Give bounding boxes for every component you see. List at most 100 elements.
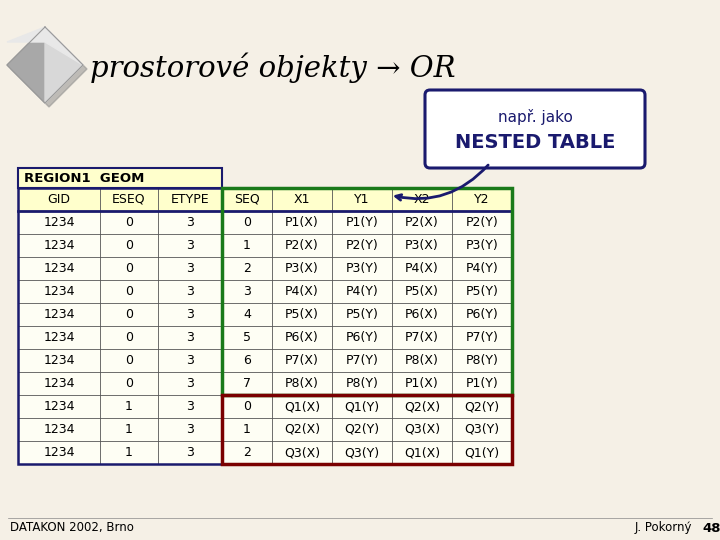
Text: P6(X): P6(X)	[285, 331, 319, 344]
Text: P8(X): P8(X)	[405, 354, 439, 367]
Text: X1: X1	[294, 193, 310, 206]
Text: P2(X): P2(X)	[285, 239, 319, 252]
Text: 3: 3	[186, 446, 194, 459]
Text: 3: 3	[186, 239, 194, 252]
Text: P1(X): P1(X)	[405, 377, 439, 390]
Text: P8(Y): P8(Y)	[466, 354, 498, 367]
Text: 5: 5	[243, 331, 251, 344]
Bar	[222, 188, 512, 395]
Text: 2: 2	[243, 446, 251, 459]
Bar	[18, 441, 512, 464]
Text: 3: 3	[186, 262, 194, 275]
Text: Y2: Y2	[474, 193, 490, 206]
Text: J. Pokorný: J. Pokorný	[635, 522, 693, 535]
Text: 0: 0	[125, 285, 133, 298]
Text: Q1(Y): Q1(Y)	[464, 446, 500, 459]
Bar	[18, 326, 512, 349]
Text: 3: 3	[243, 285, 251, 298]
Text: 1234: 1234	[43, 239, 75, 252]
Text: 1234: 1234	[43, 400, 75, 413]
Text: 1234: 1234	[43, 216, 75, 229]
Bar	[18, 211, 512, 234]
Text: Q1(X): Q1(X)	[404, 446, 440, 459]
Text: 1234: 1234	[43, 262, 75, 275]
Text: P3(Y): P3(Y)	[466, 239, 498, 252]
Bar	[18, 349, 512, 372]
Text: P2(X): P2(X)	[405, 216, 439, 229]
Text: P6(X): P6(X)	[405, 308, 439, 321]
Text: prostorové objekty → OR: prostorové objekty → OR	[90, 53, 456, 83]
Text: 1234: 1234	[43, 354, 75, 367]
Text: X2: X2	[414, 193, 431, 206]
Text: Q2(X): Q2(X)	[284, 423, 320, 436]
Text: 3: 3	[186, 354, 194, 367]
Text: Q3(X): Q3(X)	[404, 423, 440, 436]
Text: P5(X): P5(X)	[285, 308, 319, 321]
Text: Q3(X): Q3(X)	[284, 446, 320, 459]
Text: 3: 3	[186, 423, 194, 436]
Text: 4: 4	[243, 308, 251, 321]
Bar	[18, 168, 222, 188]
Text: Y1: Y1	[354, 193, 370, 206]
Text: P4(X): P4(X)	[405, 262, 439, 275]
Text: 48: 48	[702, 522, 720, 535]
Text: 3: 3	[186, 331, 194, 344]
Text: 0: 0	[125, 377, 133, 390]
Text: DATAKON 2002, Brno: DATAKON 2002, Brno	[10, 522, 134, 535]
Text: 1234: 1234	[43, 331, 75, 344]
Text: ESEQ: ESEQ	[112, 193, 146, 206]
Text: P1(X): P1(X)	[285, 216, 319, 229]
Polygon shape	[11, 31, 87, 107]
Text: P1(Y): P1(Y)	[346, 216, 379, 229]
Text: GID: GID	[48, 193, 71, 206]
Text: 0: 0	[243, 400, 251, 413]
Text: 1234: 1234	[43, 423, 75, 436]
Text: 0: 0	[125, 308, 133, 321]
Text: P1(Y): P1(Y)	[466, 377, 498, 390]
Bar	[18, 395, 512, 418]
Bar	[18, 280, 512, 303]
Text: Q1(Y): Q1(Y)	[344, 400, 379, 413]
Text: P2(Y): P2(Y)	[466, 216, 498, 229]
Bar	[18, 188, 512, 211]
Text: P7(Y): P7(Y)	[466, 331, 498, 344]
Bar	[18, 372, 512, 395]
Bar	[18, 188, 512, 464]
Text: 1: 1	[243, 239, 251, 252]
Text: 3: 3	[186, 377, 194, 390]
Text: 3: 3	[186, 308, 194, 321]
Text: NESTED TABLE: NESTED TABLE	[455, 133, 615, 152]
Text: P2(Y): P2(Y)	[346, 239, 379, 252]
Text: 7: 7	[243, 377, 251, 390]
Polygon shape	[7, 27, 83, 65]
Text: P8(X): P8(X)	[285, 377, 319, 390]
Text: 1: 1	[125, 446, 133, 459]
Text: P7(X): P7(X)	[405, 331, 439, 344]
Text: 1: 1	[125, 423, 133, 436]
Bar	[18, 303, 512, 326]
Bar	[18, 418, 512, 441]
Text: P3(Y): P3(Y)	[346, 262, 379, 275]
Text: 1234: 1234	[43, 377, 75, 390]
Text: 1234: 1234	[43, 285, 75, 298]
Polygon shape	[7, 27, 45, 103]
Text: 0: 0	[125, 216, 133, 229]
Text: Q3(Y): Q3(Y)	[464, 423, 500, 436]
Polygon shape	[45, 27, 83, 103]
Text: 1: 1	[243, 423, 251, 436]
Bar	[18, 257, 512, 280]
Text: ETYPE: ETYPE	[171, 193, 210, 206]
Text: 6: 6	[243, 354, 251, 367]
Text: Q2(Y): Q2(Y)	[464, 400, 500, 413]
Text: P8(Y): P8(Y)	[346, 377, 379, 390]
Text: Q3(Y): Q3(Y)	[344, 446, 379, 459]
Text: P4(Y): P4(Y)	[466, 262, 498, 275]
Text: P5(Y): P5(Y)	[466, 285, 498, 298]
Text: Q1(X): Q1(X)	[284, 400, 320, 413]
Text: 0: 0	[125, 354, 133, 367]
Text: P3(X): P3(X)	[405, 239, 439, 252]
Text: SEQ: SEQ	[234, 193, 260, 206]
Text: P7(Y): P7(Y)	[346, 354, 379, 367]
Text: 3: 3	[186, 216, 194, 229]
Text: Q2(X): Q2(X)	[404, 400, 440, 413]
